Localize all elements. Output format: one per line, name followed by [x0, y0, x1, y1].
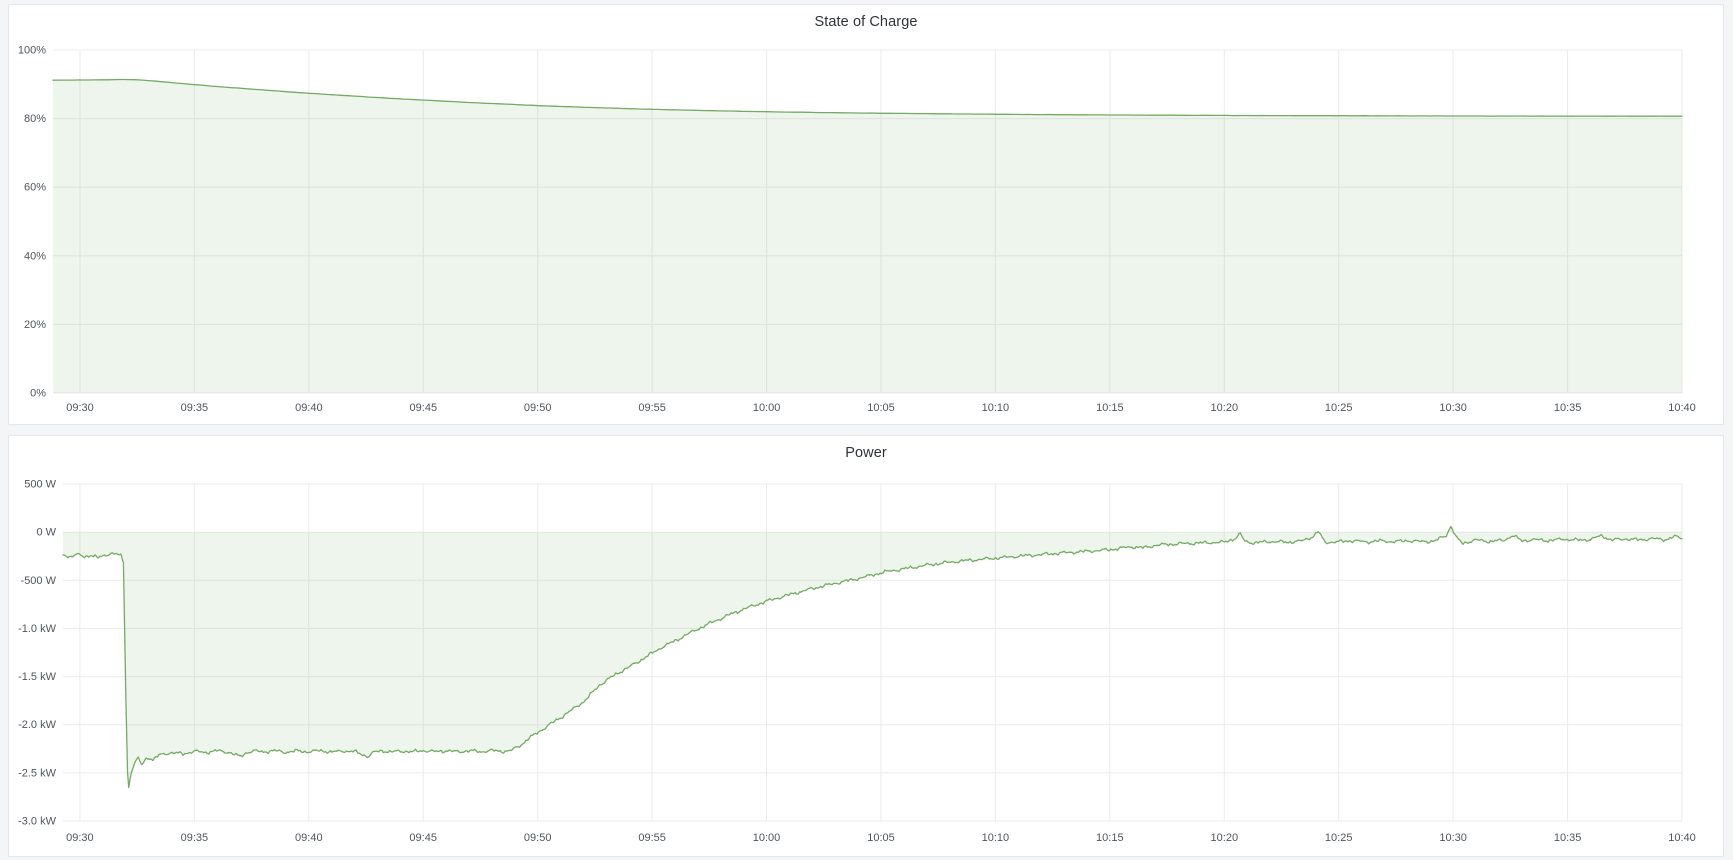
y-axis-tick-label: 60%: [24, 182, 46, 194]
x-axis-tick-label: 09:35: [181, 832, 209, 844]
x-axis-tick-label: 10:15: [1096, 832, 1124, 844]
x-axis-tick-label: 10:10: [982, 832, 1010, 844]
x-axis-tick-label: 10:15: [1096, 402, 1124, 414]
x-axis-tick-label: 09:40: [295, 832, 323, 844]
soc-chart-canvas[interactable]: 0% 20% 40% 60% 80% 100% 09:30 09:35 09:40 09:45 09…: [9, 5, 1725, 424]
x-axis-tick-label: 10:35: [1554, 402, 1582, 414]
series-line: [52, 78, 1683, 117]
x-axis-tick-label: 09:50: [524, 402, 552, 414]
panel-title-power[interactable]: Power: [845, 445, 887, 461]
x-axis-tick-label: 09:30: [66, 832, 94, 844]
x-axis-tick-label: 09:35: [181, 402, 209, 414]
x-axis-tick-label: 10:05: [867, 402, 895, 414]
series-area-fill: [53, 79, 1682, 393]
x-axis-tick-label: 09:50: [524, 832, 552, 844]
y-axis-tick-label: 0%: [30, 388, 46, 400]
x-axis-tick-label: 10:35: [1554, 832, 1582, 844]
x-axis-tick-label: 10:30: [1439, 832, 1467, 844]
x-axis-tick-label: 09:40: [295, 402, 323, 414]
x-axis-tick-label: 10:00: [753, 832, 781, 844]
x-axis-tick-label: 10:30: [1439, 402, 1467, 414]
x-axis-tick-label: 09:45: [410, 402, 438, 414]
y-axis-tick-label: 80%: [24, 113, 46, 125]
x-axis-tick-label: 09:30: [66, 402, 94, 414]
y-axis-tick-label: 40%: [24, 250, 46, 262]
x-axis-tick-label: 09:55: [638, 832, 666, 844]
panel-power: Power 500 W 0 W -500 W -1.0 kW -1.5 kW -2.0 k…: [8, 435, 1724, 857]
y-axis-tick-label: 500 W: [24, 479, 56, 491]
x-axis-tick-label: 09:45: [409, 832, 437, 844]
x-axis-tick-label: 10:40: [1668, 832, 1696, 844]
y-axis-tick-label: -2.0 kW: [18, 719, 57, 731]
y-axis-tick-label: 100%: [18, 45, 46, 57]
x-axis-tick-label: 10:40: [1668, 402, 1696, 414]
y-axis-tick-label: -2.5 kW: [18, 767, 57, 779]
x-axis-tick-label: 10:10: [982, 402, 1010, 414]
panel-title-state-of-charge[interactable]: State of Charge: [814, 14, 918, 30]
series-line: [62, 525, 1683, 789]
y-axis-tick-label: 0 W: [36, 527, 56, 539]
x-axis-tick-label: 10:25: [1325, 832, 1353, 844]
y-axis-tick-label: 20%: [24, 319, 46, 331]
x-axis-tick-label: 10:20: [1211, 402, 1239, 414]
x-axis-tick-label: 10:05: [867, 832, 895, 844]
series-area-fill: [63, 526, 1682, 788]
y-axis-tick-label: -500 W: [21, 575, 57, 587]
y-axis-tick-label: -1.0 kW: [18, 623, 57, 635]
y-axis-tick-label: -3.0 kW: [18, 816, 57, 828]
x-axis-tick-label: 09:55: [638, 402, 666, 414]
x-axis-tick-label: 10:00: [753, 402, 781, 414]
x-axis-tick-label: 10:20: [1211, 832, 1239, 844]
y-axis-tick-label: -1.5 kW: [18, 671, 57, 683]
power-chart-canvas[interactable]: 500 W 0 W -500 W -1.0 kW -1.5 kW -2.0 kW -2.5 …: [9, 436, 1725, 856]
panel-state-of-charge: State of Charge 0% 20% 40% 60% 80% 100% 09:30 0…: [8, 4, 1724, 425]
x-axis-tick-label: 10:25: [1325, 402, 1353, 414]
